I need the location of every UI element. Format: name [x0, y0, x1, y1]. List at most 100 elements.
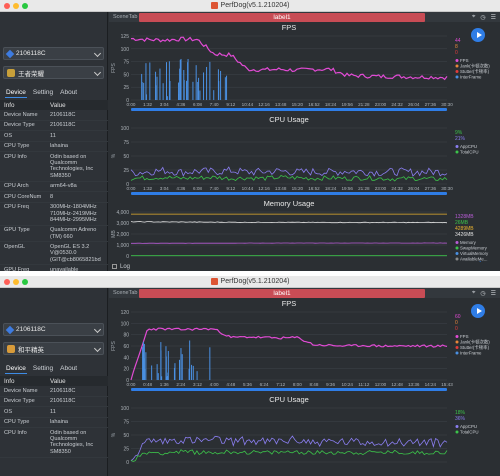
- legend-dot: [455, 430, 459, 434]
- app-select[interactable]: 王者荣耀: [3, 66, 104, 79]
- play-button[interactable]: [471, 304, 485, 318]
- minimize-button[interactable]: [13, 3, 19, 9]
- info-value: 11: [50, 132, 56, 139]
- maximize-button[interactable]: [22, 3, 28, 9]
- legend-dot: [455, 150, 459, 154]
- info-value: 2106118C: [50, 122, 76, 129]
- info-key: Device Name: [4, 387, 38, 394]
- tab-about[interactable]: About: [60, 365, 78, 372]
- info-key: GPU Freq: [4, 267, 30, 271]
- location-icon[interactable]: ⌖: [471, 13, 476, 20]
- sidebar-tabs: Device Setting About: [5, 89, 78, 98]
- tab-setting[interactable]: Setting: [32, 89, 54, 96]
- x-tick-label: 23:00: [375, 102, 387, 107]
- legend-dot: [455, 257, 459, 261]
- location-icon[interactable]: ⌖: [471, 289, 476, 296]
- info-value: Odin based on Qualcomm Technologies, Inc…: [50, 154, 94, 179]
- x-tick-label: 18:24: [325, 186, 337, 191]
- tab-setting[interactable]: Setting: [32, 365, 54, 372]
- tab-about[interactable]: About: [60, 89, 78, 96]
- minimize-button[interactable]: [13, 279, 19, 285]
- chart-title: Memory Usage: [264, 199, 315, 208]
- window-controls: [4, 3, 28, 9]
- chart-title: FPS: [282, 299, 297, 308]
- x-tick-label: 1:36: [160, 382, 169, 387]
- x-tick-label: 1:32: [143, 186, 152, 191]
- info-value: lahaina: [50, 143, 69, 150]
- more-icon[interactable]: ☰: [490, 14, 496, 21]
- info-header-value: Value: [50, 377, 66, 385]
- legend-dot: [455, 351, 459, 355]
- app-select[interactable]: 和平精英: [3, 342, 104, 355]
- legend-dot: [455, 246, 459, 250]
- legend-dot: [455, 335, 459, 338]
- sidebar: 2106118C 和平精英 Device Setting About Info …: [0, 288, 108, 476]
- legend-label: AppCPU: [460, 144, 477, 149]
- current-value: 36%: [455, 416, 466, 422]
- current-value: 60: [455, 314, 461, 320]
- info-key: CPU CoreNum: [4, 193, 42, 200]
- info-row: GPU Freq unavailable: [0, 265, 108, 271]
- x-tick-label: 27:36: [425, 102, 437, 107]
- info-key: Device Type: [4, 122, 35, 129]
- legend-label: VirtualMemory: [460, 251, 489, 256]
- legend-label: TotalCPU: [460, 430, 479, 435]
- legend-label: Jank(卡顿次数): [460, 339, 490, 346]
- x-tick-label: 19:56: [341, 102, 353, 107]
- y-tick-label: 100: [121, 47, 130, 53]
- toolbar: SceneTab label1 ⌖ ◷ ☰: [109, 12, 500, 22]
- more-icon[interactable]: ☰: [490, 290, 496, 297]
- toolbar-icons: ⌖ ◷ ☰: [472, 290, 496, 297]
- clock-icon[interactable]: ◷: [480, 14, 486, 21]
- play-icon: [476, 32, 482, 38]
- close-button[interactable]: [4, 3, 10, 9]
- legend-dot: [455, 241, 459, 244]
- tab-device[interactable]: Device: [5, 365, 27, 374]
- x-tick-label: 3:12: [193, 382, 202, 387]
- x-tick-label: 16:52: [308, 102, 320, 107]
- play-icon: [476, 308, 482, 314]
- x-tick-label: 1:32: [143, 102, 152, 107]
- x-tick-label: 0:00: [127, 186, 136, 191]
- y-tick-label: 50: [123, 433, 129, 439]
- x-tick-label: 8:00: [293, 382, 302, 387]
- tab-device[interactable]: Device: [5, 89, 27, 98]
- current-value: 26MB: [455, 220, 469, 226]
- y-tick-label: 40: [123, 355, 129, 361]
- perfdog-app-icon: [210, 278, 218, 285]
- info-row: Device Name 2106118C: [0, 110, 108, 121]
- scene-tab[interactable]: SceneTab: [113, 14, 138, 20]
- info-key: Device Type: [4, 398, 35, 405]
- chart-title: CPU Usage: [269, 395, 309, 404]
- y-tick-label: 75: [123, 60, 129, 66]
- device-select[interactable]: 2106118C: [3, 47, 104, 60]
- y-axis-label: %: [111, 153, 117, 158]
- scene-tab[interactable]: SceneTab: [113, 290, 138, 296]
- legend-dot: [455, 70, 459, 73]
- label-bar[interactable]: label1: [139, 12, 425, 22]
- legend-label: InterFrame: [460, 75, 482, 80]
- info-value: lahaina: [50, 419, 69, 426]
- play-button[interactable]: [471, 28, 485, 42]
- info-key: OpenGL: [4, 244, 26, 251]
- y-tick-label: 50: [123, 72, 129, 78]
- clock-icon[interactable]: ◷: [480, 290, 486, 297]
- y-tick-label: 120: [121, 310, 130, 316]
- x-tick-label: 24:32: [391, 186, 403, 191]
- perfdog-window-1: PerfDog(v5.1.210204) 2106118C 王者荣耀 Devic…: [0, 0, 500, 271]
- series-line: [130, 327, 448, 381]
- title-bar: PerfDog(v5.1.210204): [0, 0, 500, 12]
- perfdog-app-icon: [210, 2, 218, 9]
- x-tick-label: 9:36: [326, 382, 335, 387]
- current-value: 0: [455, 50, 458, 56]
- maximize-button[interactable]: [22, 279, 28, 285]
- x-tick-label: 23:00: [375, 186, 387, 191]
- log-checkbox[interactable]: [112, 264, 117, 269]
- window-title-text: PerfDog(v5.1.210204): [220, 278, 290, 285]
- close-button[interactable]: [4, 279, 10, 285]
- device-select[interactable]: 2106118C: [3, 323, 104, 336]
- label-bar[interactable]: label1: [139, 288, 425, 298]
- x-tick-label: 3:04: [160, 102, 169, 107]
